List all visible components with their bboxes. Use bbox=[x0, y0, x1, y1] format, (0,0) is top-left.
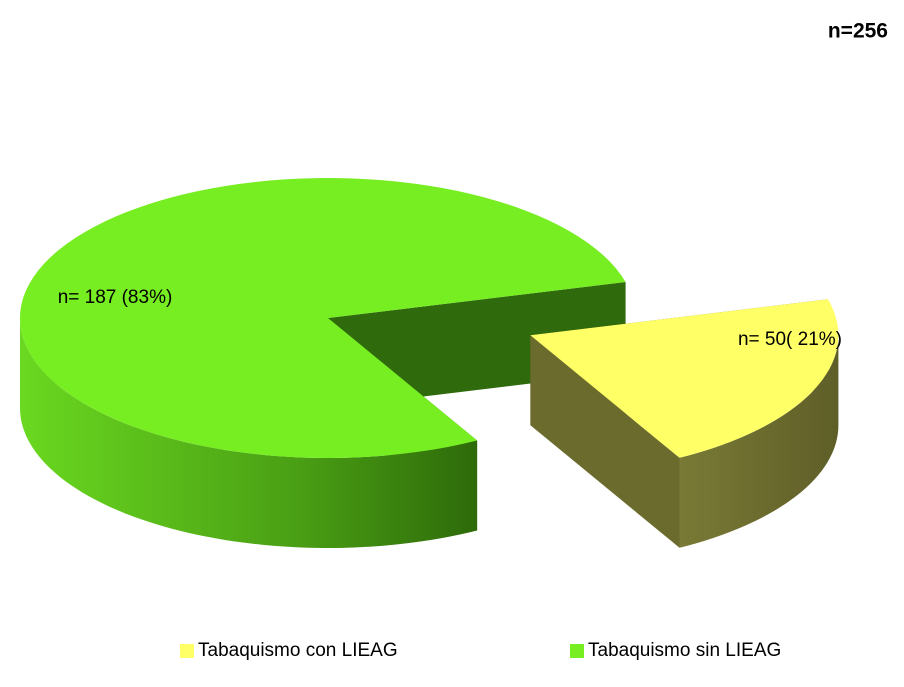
slice bbox=[530, 299, 839, 458]
legend-swatch bbox=[570, 644, 584, 658]
legend-label: Tabaquismo con LIEAG bbox=[198, 640, 398, 661]
slice-wall bbox=[20, 318, 478, 548]
chart-title: n=256 bbox=[828, 20, 888, 43]
data-label: n= 50( 21%) bbox=[738, 329, 842, 350]
slice-wall bbox=[679, 335, 839, 548]
legend-swatch bbox=[180, 644, 194, 658]
slice-side bbox=[530, 335, 680, 548]
slice bbox=[19, 178, 626, 459]
legend-label: Tabaquismo sin LIEAG bbox=[588, 640, 781, 661]
data-label: n= 187 (83%) bbox=[58, 287, 173, 308]
